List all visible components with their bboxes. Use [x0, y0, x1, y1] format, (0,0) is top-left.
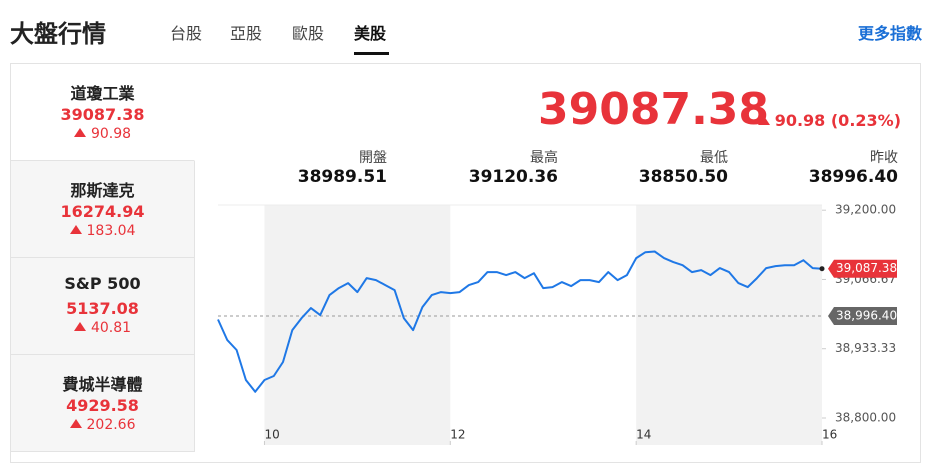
change-text: 202.66: [86, 417, 136, 433]
y-tick-label: 38,933.33: [835, 341, 896, 355]
stat-label: 昨收: [870, 150, 898, 166]
shade-band: [264, 205, 451, 445]
price-line: [217, 250, 823, 393]
up-arrow: [757, 116, 770, 125]
marker-tag: [828, 259, 897, 278]
up-arrow: [69, 419, 82, 428]
tab[interactable]: 美股: [354, 24, 387, 43]
index-change: 183.04: [11, 223, 194, 239]
up-arrow: [73, 128, 86, 137]
index-item[interactable]: S&P 500 5137.08 40.81: [11, 258, 195, 355]
marker-label: 39,087.38: [836, 261, 897, 275]
index-item[interactable]: 那斯達克 16274.94 183.04: [11, 161, 195, 258]
index-item[interactable]: 道瓊工業 39087.38 90.98: [11, 64, 195, 161]
stat-label: 開盤: [359, 150, 387, 166]
marker-tag: [828, 306, 897, 325]
price: 39087.38: [538, 84, 770, 135]
tab[interactable]: 亞股: [230, 24, 263, 43]
last-dot: [819, 266, 825, 272]
y-tick-label: 39,200.00: [835, 203, 896, 217]
x-tick-label: 10: [264, 428, 279, 442]
change-text: 90.98: [90, 126, 132, 142]
up-arrow: [69, 225, 82, 234]
chart: 10 12 14 1638,800.0038,933.3339,066.6739,20…: [217, 203, 897, 445]
stat-value: 38989.51: [297, 167, 387, 187]
index-name: 那斯達克: [70, 181, 135, 200]
index-value: 39087.38: [60, 105, 145, 124]
x-tick-label: 12: [450, 428, 465, 442]
x-tick-label: 16: [822, 428, 837, 442]
index-name: 費城半導體: [62, 375, 143, 394]
y-tick-label: 38,800.00: [835, 410, 896, 424]
index-name: 道瓊工業: [70, 84, 135, 103]
stat-value: 38996.40: [808, 167, 898, 187]
stat-value: 39120.36: [468, 167, 558, 187]
tab[interactable]: 台股: [170, 24, 203, 43]
tab[interactable]: 歐股: [292, 24, 325, 43]
index-value: 5137.08: [66, 299, 139, 318]
stat-label: 最低: [700, 150, 728, 166]
index-name: S&P 500: [64, 274, 141, 293]
x-tick-label: 14: [636, 428, 651, 442]
index-item[interactable]: 費城半導體 4929.58 202.66: [11, 355, 195, 452]
index-value: 4929.58: [66, 396, 139, 415]
index-change: 90.98: [11, 126, 194, 142]
page-title: 大盤行情: [10, 20, 106, 48]
index-value: 16274.94: [60, 202, 145, 221]
stat-value: 38850.50: [638, 167, 728, 187]
change-text: 40.81: [90, 320, 132, 336]
change-text: 183.04: [86, 223, 136, 239]
change-text: 90.98 (0.23%): [774, 111, 901, 130]
marker-label: 38,996.40: [836, 308, 897, 322]
page: {"header": {"title": "大盤行情", "tabs": ["台…: [10, 20, 922, 463]
price-change: 90.98 (0.23%): [757, 111, 901, 130]
index-change: 40.81: [11, 320, 194, 336]
shade-band: [636, 205, 822, 445]
more-link[interactable]: 更多指數: [857, 24, 922, 43]
up-arrow: [73, 322, 86, 331]
stat-label: 最高: [530, 150, 558, 166]
tab-underline: [354, 52, 389, 55]
index-change: 202.66: [11, 417, 194, 433]
